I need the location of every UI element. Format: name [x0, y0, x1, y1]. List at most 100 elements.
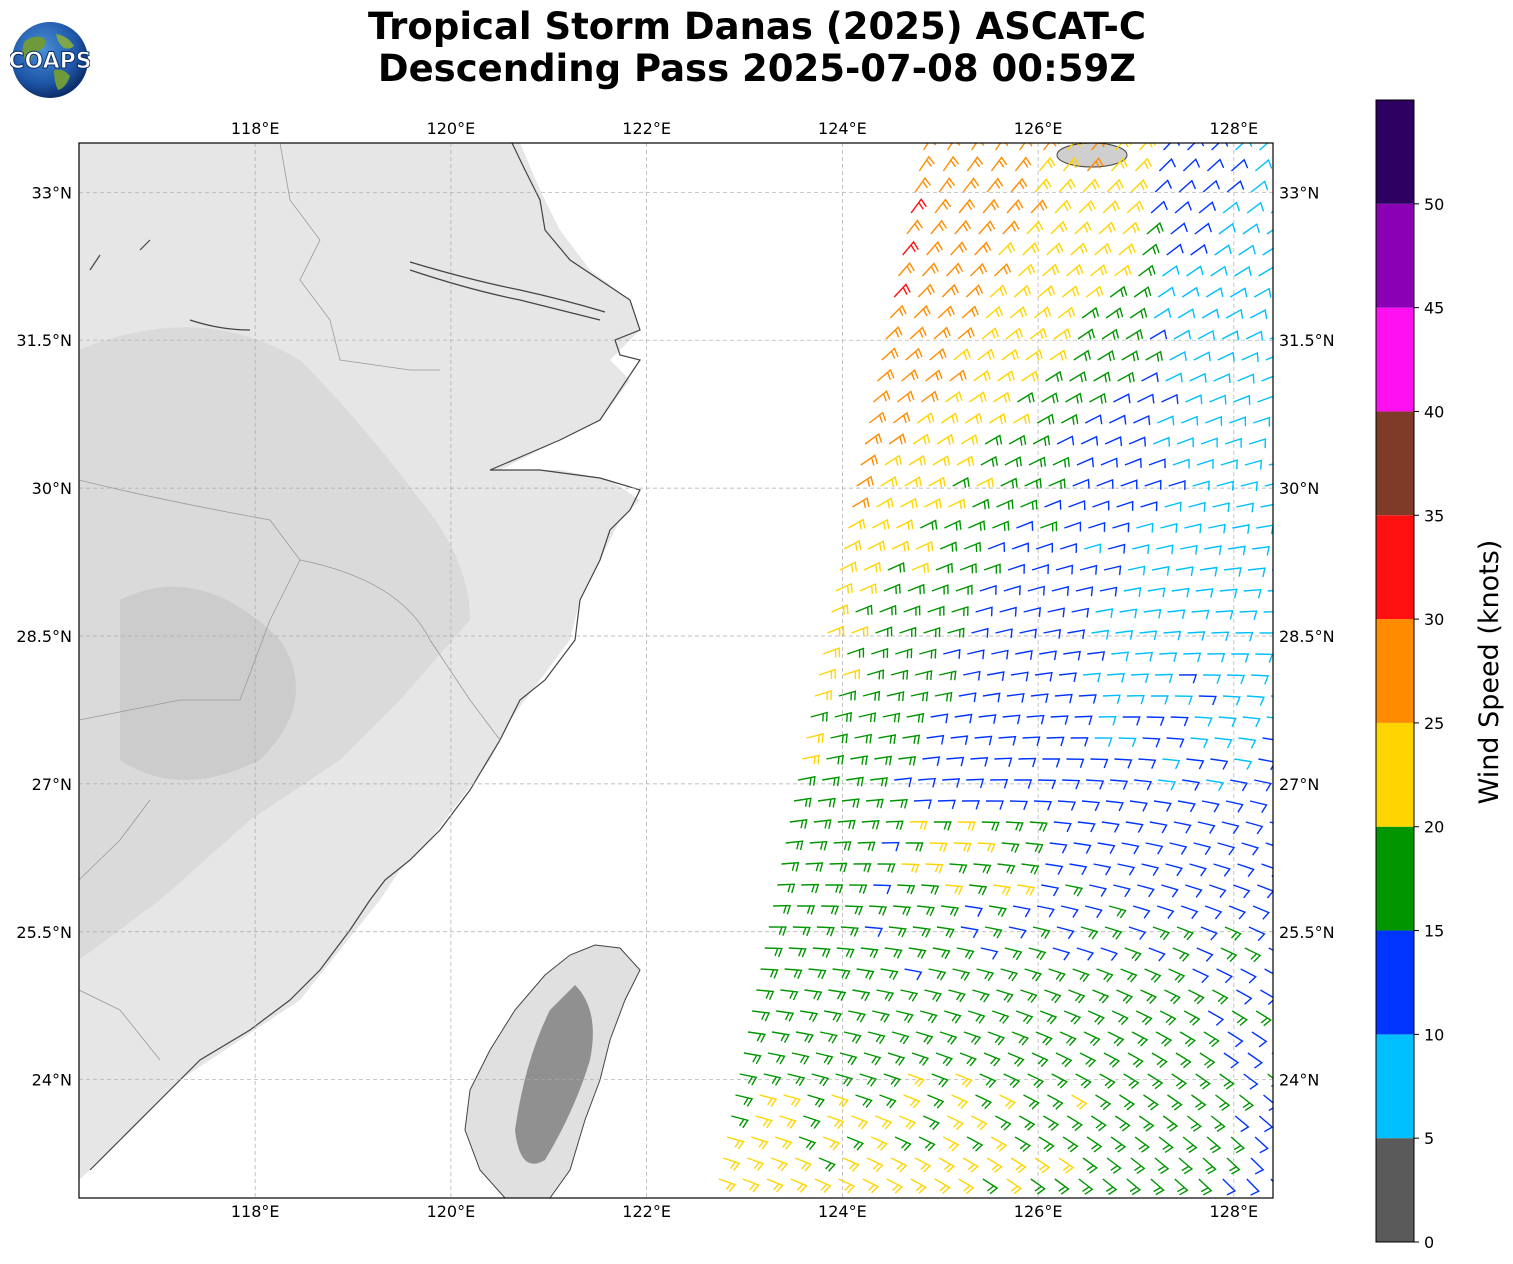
- wind-barb-feather: [895, 585, 897, 595]
- wind-barb: [900, 989, 919, 1002]
- wind-barb: [764, 947, 783, 958]
- wind-barb: [1162, 758, 1181, 770]
- wind-barb: [1163, 630, 1182, 641]
- wind-barb: [1260, 503, 1273, 508]
- wind-barb: [854, 733, 873, 744]
- lon-tick-label-bottom: 122°E: [622, 1202, 671, 1221]
- lat-tick-label-right: 24°N: [1279, 1071, 1319, 1090]
- wind-barb: [881, 347, 899, 361]
- wind-barb-feather: [786, 1119, 793, 1127]
- wind-barb: [1035, 1031, 1053, 1046]
- wind-barb-feather: [954, 886, 959, 894]
- wind-barb: [1141, 372, 1159, 383]
- wind-barb: [1109, 285, 1128, 298]
- wind-barb-feather: [918, 329, 924, 338]
- wind-barb-feather: [1109, 1058, 1116, 1066]
- wind-barb: [922, 756, 941, 767]
- wind-barb: [867, 1031, 886, 1045]
- wind-barb-feather: [854, 542, 858, 551]
- wind-barb: [1079, 564, 1098, 575]
- wind-barb: [1222, 201, 1241, 214]
- wind-barb: [1165, 863, 1184, 877]
- wind-barb: [1091, 629, 1110, 640]
- wind-barb: [1033, 306, 1052, 319]
- wind-barb: [1171, 587, 1190, 598]
- wind-barb: [970, 1115, 988, 1131]
- wind-barb: [1264, 483, 1273, 487]
- wind-barb: [1100, 457, 1118, 468]
- wind-barb: [1266, 716, 1273, 719]
- wind-barb: [1253, 416, 1271, 427]
- wind-barb-feather: [1006, 865, 1012, 873]
- wind-barb: [1239, 1094, 1255, 1111]
- wind-barb: [1021, 863, 1040, 875]
- wind-barb-feather: [889, 735, 893, 744]
- wind-barb: [1024, 968, 1043, 982]
- wind-barb: [1150, 1178, 1165, 1196]
- wind-barb: [1146, 716, 1165, 727]
- wind-barb-feather: [885, 756, 888, 766]
- wind-barb-feather: [1199, 1080, 1207, 1087]
- wind-barb-feather: [990, 202, 997, 211]
- wind-barb-feather: [823, 1055, 830, 1064]
- wind-barb: [1029, 821, 1048, 832]
- wind-barb-feather: [753, 1161, 760, 1169]
- wind-barb-feather: [1180, 1059, 1188, 1066]
- wind-barb: [1089, 392, 1107, 403]
- wind-barb-feather: [1031, 972, 1038, 980]
- wind-barb: [979, 1073, 997, 1088]
- wind-barb-feather: [876, 799, 880, 808]
- wind-barb-feather: [1072, 416, 1075, 425]
- wind-barb-feather: [939, 1184, 947, 1192]
- lon-tick-label-top: 128°E: [1210, 119, 1259, 138]
- wind-barb-feather: [1094, 1015, 1101, 1023]
- wind-barb: [767, 1052, 786, 1065]
- wind-barb-feather: [1131, 951, 1138, 960]
- wind-barb: [1218, 716, 1237, 727]
- wind-barb: [897, 884, 916, 895]
- wind-barb-feather: [1190, 1123, 1199, 1129]
- wind-barb-feather: [762, 1119, 769, 1127]
- lat-tick-label-right: 31.5°N: [1279, 331, 1335, 350]
- wind-barb: [1242, 223, 1260, 235]
- wind-barb: [1042, 758, 1061, 768]
- wind-barb: [956, 455, 975, 466]
- wind-barb-feather: [833, 777, 836, 786]
- wind-barb: [1260, 989, 1273, 1006]
- wind-barb: [1038, 779, 1057, 790]
- wind-barb: [978, 220, 996, 235]
- colorbar-tick-label: 15: [1424, 922, 1444, 941]
- colorbar-bin: [1376, 307, 1414, 412]
- wind-barb-feather: [1063, 203, 1069, 212]
- wind-barb-feather: [1115, 182, 1121, 191]
- wind-barb: [1243, 1073, 1259, 1090]
- wind-barb: [942, 155, 960, 172]
- wind-barb: [1192, 968, 1210, 984]
- wind-barb: [802, 754, 820, 765]
- wind-barb: [1139, 143, 1157, 151]
- wind-barb-feather: [859, 521, 862, 530]
- wind-barb-feather: [991, 822, 996, 831]
- wind-barb-feather: [774, 948, 779, 957]
- wind-barb: [1098, 715, 1117, 726]
- wind-barb: [1177, 800, 1196, 813]
- wind-barb: [961, 305, 979, 319]
- wind-barb-feather: [938, 223, 944, 232]
- wind-barb: [905, 842, 924, 852]
- wind-barb: [931, 584, 949, 595]
- wind-barb: [1001, 842, 1020, 853]
- wind-barb-feather: [983, 501, 986, 510]
- wind-barb: [880, 968, 899, 981]
- wind-barb-feather: [1095, 160, 1101, 169]
- wind-barb: [1055, 564, 1074, 575]
- wind-barb: [918, 777, 937, 788]
- wind-barb: [1103, 565, 1122, 576]
- wind-barb: [949, 863, 968, 874]
- wind-barb-feather: [1065, 1036, 1073, 1044]
- lon-tick-label-top: 120°E: [427, 119, 476, 138]
- wind-barb: [1259, 143, 1269, 151]
- wind-barb: [867, 540, 886, 551]
- wind-barb-feather: [963, 1185, 971, 1192]
- wind-barb-feather: [943, 458, 947, 467]
- wind-barb-feather: [1156, 1058, 1164, 1066]
